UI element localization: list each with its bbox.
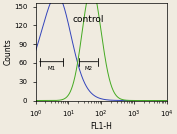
Text: M1: M1 (47, 66, 56, 71)
Text: control: control (72, 15, 104, 24)
Y-axis label: Counts: Counts (4, 39, 12, 65)
X-axis label: FL1-H: FL1-H (90, 122, 112, 131)
Text: M2: M2 (84, 66, 93, 71)
